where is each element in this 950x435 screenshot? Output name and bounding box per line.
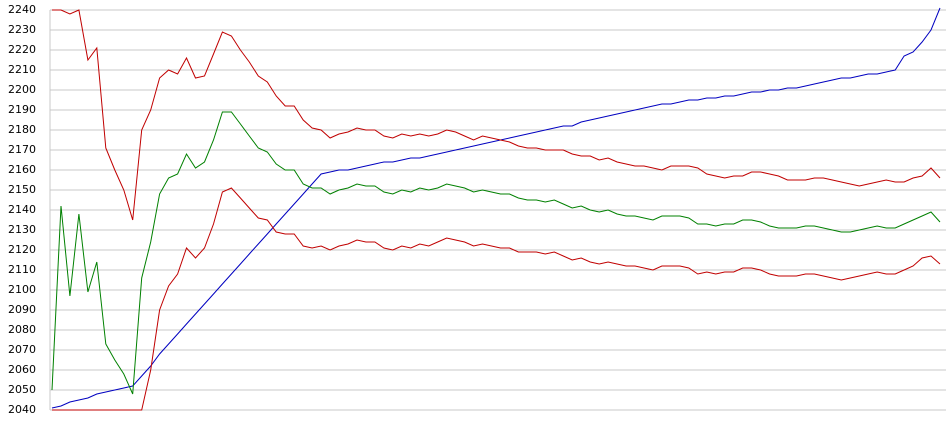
y-tick-label: 2160 bbox=[8, 163, 36, 176]
y-tick-label: 2200 bbox=[8, 83, 36, 96]
y-tick-label: 2210 bbox=[8, 63, 36, 76]
y-tick-label: 2100 bbox=[8, 283, 36, 296]
y-tick-label: 2130 bbox=[8, 223, 36, 236]
y-tick-label: 2220 bbox=[8, 43, 36, 56]
y-tick-label: 2150 bbox=[8, 183, 36, 196]
y-tick-label: 2070 bbox=[8, 343, 36, 356]
y-tick-label: 2060 bbox=[8, 363, 36, 376]
y-tick-label: 2170 bbox=[8, 143, 36, 156]
y-tick-label: 2080 bbox=[8, 323, 36, 336]
y-tick-label: 2190 bbox=[8, 103, 36, 116]
y-tick-label: 2050 bbox=[8, 383, 36, 396]
series-line bbox=[51, 7, 941, 409]
y-tick-label: 2180 bbox=[8, 123, 36, 136]
series-line bbox=[52, 187, 941, 411]
y-tick-label: 2090 bbox=[8, 303, 36, 316]
y-tick-label: 2120 bbox=[8, 243, 36, 256]
series-line bbox=[52, 9, 941, 221]
y-tick-label: 2230 bbox=[8, 23, 36, 36]
y-tick-label: 2040 bbox=[8, 403, 36, 416]
y-tick-label: 2240 bbox=[8, 3, 36, 16]
y-tick-label: 2110 bbox=[8, 263, 36, 276]
y-tick-label: 2140 bbox=[8, 203, 36, 216]
series-line bbox=[51, 111, 941, 395]
